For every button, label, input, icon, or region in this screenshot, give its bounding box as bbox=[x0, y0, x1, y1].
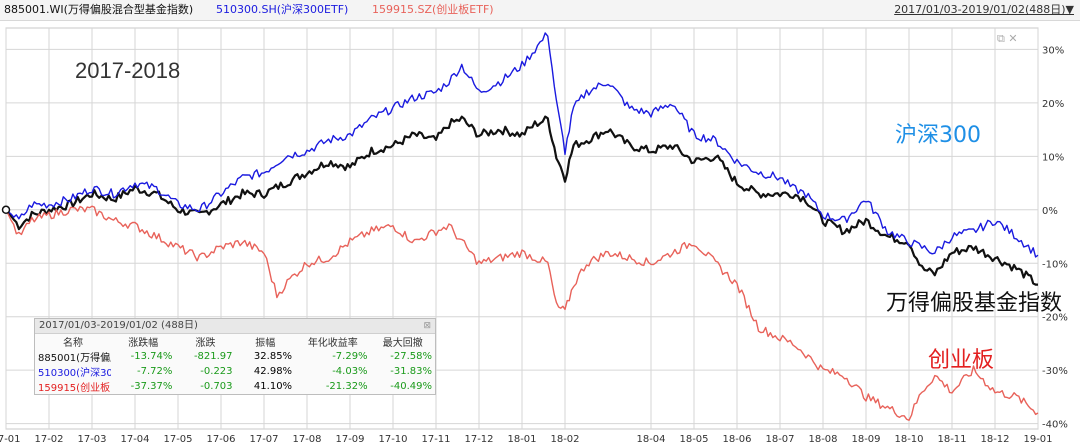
x-tick-label: 17-01 bbox=[0, 434, 21, 445]
close-icon[interactable]: ⊠ bbox=[423, 321, 431, 331]
x-tick-label: 17-07 bbox=[249, 434, 278, 445]
series-label-wind[interactable]: 885001.WI(万得偏股混合型基金指数) bbox=[4, 3, 194, 16]
x-tick-label: 18-09 bbox=[851, 434, 880, 445]
x-tick-label: 17-02 bbox=[34, 434, 63, 445]
annotation-chinext: 创业板 bbox=[928, 348, 995, 373]
x-tick-label: 18-12 bbox=[980, 434, 1009, 445]
x-tick-label: 18-07 bbox=[765, 434, 794, 445]
annotation-wind-index: 万得偏股基金指数 bbox=[886, 291, 1063, 316]
y-tick-label: 10% bbox=[1042, 152, 1064, 163]
start-point-marker bbox=[1, 205, 11, 215]
table-row[interactable]: 885001(万得偏股混 -13.74% -821.97 32.85% -7.2… bbox=[38, 351, 432, 364]
y-tick-label: -10% bbox=[1042, 259, 1068, 270]
x-tick-label: 18-02 bbox=[550, 434, 579, 445]
series-line-black bbox=[5, 115, 1038, 286]
stats-table-panel: 2017/01/03-2019/01/02 (488日) ⊠ 名称 涨跌幅 涨跌… bbox=[34, 318, 436, 395]
series-line-red bbox=[5, 205, 1039, 421]
column-header: 最大回撤 bbox=[382, 338, 423, 349]
x-tick-label: 18-11 bbox=[937, 434, 966, 445]
annotation-hs300: 沪深300 bbox=[895, 123, 981, 148]
chart-header-bar: 885001.WI(万得偏股混合型基金指数) 510300.SH(沪深300ET… bbox=[0, 0, 1080, 21]
x-tick-label: 17-06 bbox=[206, 434, 235, 445]
x-tick-label: 17-03 bbox=[77, 434, 106, 445]
series-line-blue bbox=[5, 32, 1039, 258]
y-tick-label: 30% bbox=[1042, 45, 1064, 56]
x-tick-label: 18-10 bbox=[894, 434, 923, 445]
y-tick-label: 20% bbox=[1042, 99, 1064, 110]
column-header: 年化收益率 bbox=[307, 338, 358, 349]
column-header: 名称 bbox=[63, 338, 83, 349]
table-row[interactable]: 510300(沪深300E -7.72% -0.223 42.98% -4.03… bbox=[38, 366, 432, 379]
period-title: 2017-2018 bbox=[75, 58, 181, 83]
x-tick-label: 17-05 bbox=[163, 434, 192, 445]
window-controls[interactable]: ⧉ ✕ bbox=[997, 32, 1018, 45]
table-row[interactable]: 159915(创业板ETF -37.37% -0.703 41.10% -21.… bbox=[38, 381, 432, 394]
series-label-cyb[interactable]: 159915.SZ(创业板ETF) bbox=[372, 3, 494, 16]
y-tick-label: -30% bbox=[1042, 366, 1068, 377]
x-tick-label: 17-12 bbox=[464, 434, 493, 445]
x-tick-label: 19-01 bbox=[1023, 434, 1052, 445]
column-header: 涨跌 bbox=[195, 338, 216, 349]
x-tick-label: 18-08 bbox=[808, 434, 837, 445]
x-tick-label: 18-05 bbox=[679, 434, 708, 445]
x-tick-label: 17-04 bbox=[120, 434, 149, 445]
x-tick-label: 17-08 bbox=[292, 434, 321, 445]
x-tick-label: 17-11 bbox=[421, 434, 450, 445]
stats-table-title: 2017/01/03-2019/01/02 (488日) ⊠ bbox=[35, 319, 435, 334]
x-tick-label: 18-01 bbox=[507, 434, 536, 445]
y-tick-label: -20% bbox=[1042, 313, 1068, 324]
y-tick-label: 0% bbox=[1042, 206, 1058, 217]
y-tick-label: -40% bbox=[1042, 420, 1068, 431]
x-tick-label: 17-10 bbox=[378, 434, 407, 445]
x-tick-label: 18-06 bbox=[722, 434, 751, 445]
column-header: 涨跌幅 bbox=[128, 338, 159, 349]
stats-table: 名称 涨跌幅 涨跌 振幅 年化收益率 最大回撤 885001(万得偏股混 -13… bbox=[35, 334, 435, 394]
x-tick-label: 18-04 bbox=[636, 434, 665, 445]
series-label-hs300[interactable]: 510300.SH(沪深300ETF) bbox=[216, 3, 349, 16]
column-header: 振幅 bbox=[255, 338, 276, 349]
date-range-selector[interactable]: 2017/01/03-2019/01/02(488日)▼ bbox=[894, 3, 1074, 16]
x-tick-label: 17-09 bbox=[335, 434, 364, 445]
